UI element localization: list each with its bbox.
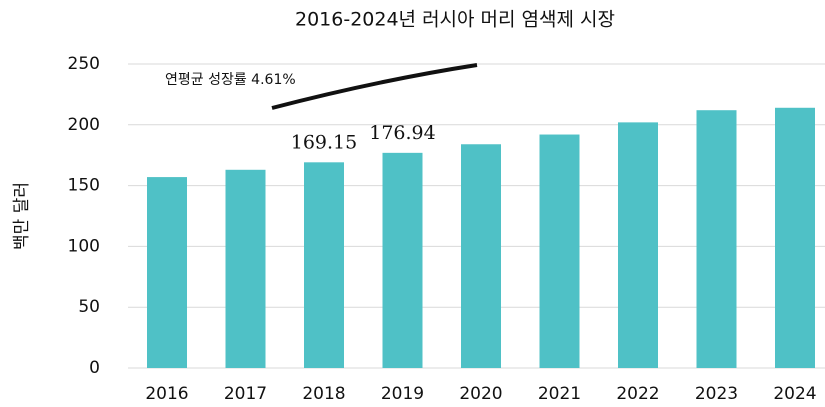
x-tick-label: 2018 [302, 384, 345, 404]
x-tick-label: 2017 [224, 384, 267, 404]
data-label: 169.15 [291, 131, 357, 153]
chart-title: 2016-2024년 러시아 머리 염색제 시장 [295, 9, 615, 31]
x-tick-label: 2019 [381, 384, 424, 404]
data-label: 176.94 [369, 122, 435, 144]
x-tick-label: 2020 [459, 384, 502, 404]
y-tick-label: 150 [68, 176, 100, 196]
y-tick-label: 0 [89, 358, 100, 378]
x-tick-label: 2024 [773, 384, 816, 404]
bar [225, 169, 266, 368]
y-tick-label: 50 [78, 297, 100, 317]
x-tick-label: 2023 [695, 384, 738, 404]
annotation: 연평균 성장률 4.61% [165, 72, 296, 88]
bar [775, 107, 815, 368]
bar [382, 152, 423, 368]
bar [696, 110, 737, 368]
x-tick-label: 2022 [616, 384, 659, 404]
bar [147, 177, 187, 368]
bar [461, 144, 501, 368]
x-tick-label: 2016 [145, 384, 188, 404]
bar [304, 162, 344, 368]
y-tick-label: 100 [68, 236, 100, 256]
y-tick-label: 250 [68, 54, 100, 74]
bar [618, 122, 658, 368]
y-axis-label: 백만 달러 [12, 182, 32, 250]
y-tick-label: 200 [68, 115, 100, 135]
trend-line [271, 63, 478, 110]
bar [539, 134, 580, 368]
x-tick-label: 2021 [538, 384, 581, 404]
